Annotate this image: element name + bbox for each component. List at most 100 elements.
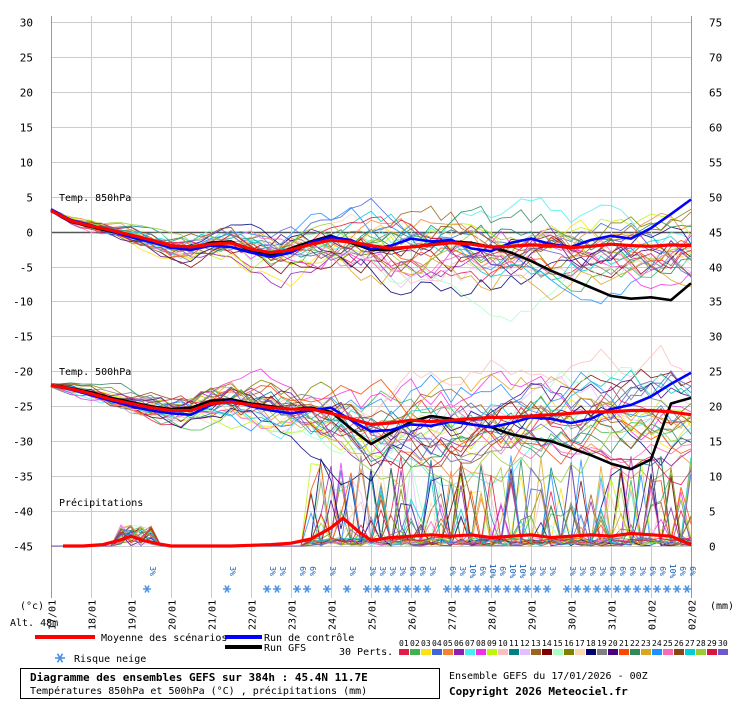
snowflake-icon xyxy=(633,585,641,593)
right-tick-label: 30 xyxy=(709,331,722,344)
pert-swatch xyxy=(443,649,453,655)
snowflake-icon xyxy=(453,585,461,593)
pert-number: 09 xyxy=(487,639,497,648)
pert-swatch xyxy=(707,649,717,655)
snow-risk-marker: 3% xyxy=(533,566,547,593)
ensemble-member-line xyxy=(50,379,692,441)
snow-risk-marker: 3% xyxy=(563,566,577,593)
pert-number: 10 xyxy=(498,639,508,648)
right-tick-label: 10 xyxy=(709,471,722,484)
pert-swatch xyxy=(564,649,574,655)
left-tick-label: 15 xyxy=(20,122,33,135)
snowflake-icon xyxy=(423,585,431,593)
pert-swatch xyxy=(454,649,464,655)
x-tick-label: 22/01 xyxy=(248,600,259,630)
pert-swatch xyxy=(586,649,596,655)
snow-risk-marker: 3% xyxy=(393,566,407,593)
snow-risk-marker: 3% xyxy=(223,566,237,593)
snow-risk-marker: 6% xyxy=(653,566,667,593)
pert-number: 22 xyxy=(630,639,640,648)
snowflake-icon xyxy=(573,585,581,593)
diagram-subtitle: Températures 850hPa et 500hPa (°C) , pré… xyxy=(30,685,367,697)
snow-risk-percent: 6% xyxy=(618,566,627,576)
pert-swatch xyxy=(509,649,519,655)
snowflake-icon xyxy=(493,585,501,593)
snow-risk-percent: 3% xyxy=(538,566,547,576)
left-tick-label: 5 xyxy=(26,192,33,205)
pert-swatch xyxy=(608,649,618,655)
snowflake-icon xyxy=(673,585,681,593)
pert-swatch xyxy=(597,649,607,655)
x-tick-label: 29/01 xyxy=(528,600,539,630)
snowflake-icon xyxy=(583,585,591,593)
left-axis-ticks: 30 25 20 15 10 5 0 -5 -10 -15 -20 -25 -30 -35 -40 -45 xyxy=(13,17,33,554)
pert-swatch xyxy=(410,649,420,655)
pert-number: 17 xyxy=(575,639,585,648)
snow-risk-percent: 3% xyxy=(368,566,377,576)
snowflake-icon xyxy=(563,585,571,593)
snow-risk-percent: 3% xyxy=(528,566,537,576)
pert-swatch xyxy=(520,649,530,655)
left-tick-label: 20 xyxy=(20,87,33,100)
pert-swatch xyxy=(531,649,541,655)
snow-risk-percent: 6% xyxy=(498,566,507,576)
snow-risk-marker: 3% xyxy=(593,566,607,593)
pert-number: 20 xyxy=(608,639,618,648)
snow-risk-marker: 6% xyxy=(603,566,617,593)
pert-swatch xyxy=(542,649,552,655)
pert-number: 08 xyxy=(476,639,486,648)
x-tick-label: 31/01 xyxy=(608,600,619,630)
snow-risk-percent: 6% xyxy=(678,566,687,576)
snow-risk-percent: 3% xyxy=(428,566,437,576)
snow-risk-percent: 6% xyxy=(308,566,317,576)
x-tick-label: 30/01 xyxy=(568,600,579,630)
pert-number: 01 xyxy=(399,639,409,648)
snowflake-icon xyxy=(473,585,481,593)
snowflake-icon xyxy=(373,585,381,593)
snow-risk-percent: 3% xyxy=(638,566,647,576)
pert-number: 25 xyxy=(663,639,673,648)
series-line-precip xyxy=(63,516,692,548)
ensemble-member-line xyxy=(50,209,692,270)
perts-label: 30 Perts. xyxy=(339,647,393,658)
left-tick-label: -40 xyxy=(13,506,33,519)
pert-number: 14 xyxy=(542,639,552,648)
left-tick-label: -5 xyxy=(20,262,33,275)
snowflake-icon xyxy=(303,585,311,593)
snow-risk-marker: 6% xyxy=(583,566,597,593)
snowflake-icon xyxy=(513,585,521,593)
snow-risk-percent: 3% xyxy=(278,566,287,576)
snow-risk-marker: 10% xyxy=(483,564,497,593)
snowflake-icon xyxy=(663,585,671,593)
snow-risk-percent: 6% xyxy=(448,566,457,576)
pert-swatch xyxy=(487,649,497,655)
snow-risk-percent: 3% xyxy=(148,566,157,576)
left-tick-label: -25 xyxy=(13,401,33,414)
pert-swatch xyxy=(476,649,486,655)
series-line-t500 xyxy=(50,371,692,433)
left-tick-label: -15 xyxy=(13,331,33,344)
snow-risk-marker: 6% xyxy=(303,566,317,593)
pert-number: 04 xyxy=(432,639,442,648)
pert-swatch xyxy=(652,649,662,655)
ensemble-member-line xyxy=(50,210,692,276)
snow-risk-marker: 3% xyxy=(523,566,537,593)
pert-swatch xyxy=(674,649,684,655)
right-tick-label: 65 xyxy=(709,87,722,100)
pert-swatch xyxy=(575,649,585,655)
ensemble-member-line xyxy=(50,210,692,281)
pert-number: 16 xyxy=(564,639,574,648)
snow-risk-percent: 10% xyxy=(668,564,677,579)
pert-number: 26 xyxy=(674,639,684,648)
snow-risk-marker: 6% xyxy=(493,566,507,593)
x-tick-label: 28/01 xyxy=(488,600,499,630)
ensemble-member-line xyxy=(50,210,692,275)
pert-number: 06 xyxy=(454,639,464,648)
ensemble-member-line xyxy=(50,197,692,260)
snow-risk-percent: 6% xyxy=(478,566,487,576)
snow-risk-marker: 3% xyxy=(423,566,437,593)
legend-control-label: Run de contrôle xyxy=(264,632,354,644)
x-tick-label: 21/01 xyxy=(208,600,219,630)
